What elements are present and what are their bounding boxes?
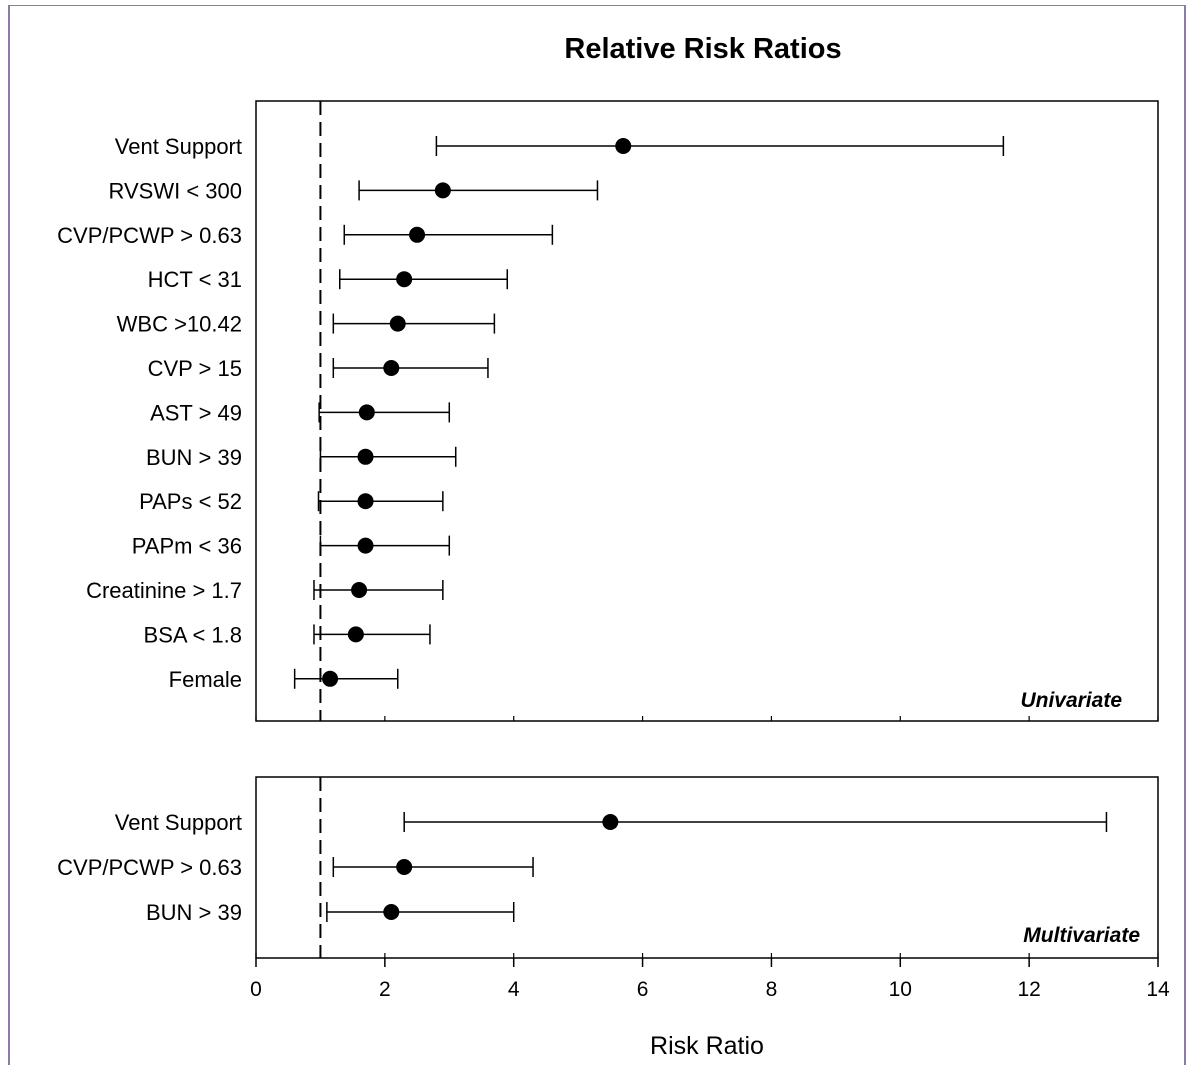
univariate-point-estimate — [358, 404, 375, 421]
univariate-row-label: WBC >10.42 — [117, 312, 242, 337]
chart-title: Relative Risk Ratios — [564, 33, 841, 65]
figure-frame — [8, 5, 1186, 1065]
univariate-point-estimate — [434, 182, 451, 199]
univariate-row-label: Female — [169, 667, 242, 692]
univariate-row-label: BSA < 1.8 — [144, 622, 242, 647]
univariate-row-label: AST > 49 — [150, 400, 242, 425]
univariate-point-estimate — [615, 138, 632, 154]
univariate-row-label: Vent Support — [115, 134, 242, 159]
multivariate-panel-label: Multivariate — [1023, 924, 1140, 947]
univariate-row-label: PAPs < 52 — [139, 489, 242, 514]
x-axis-tick-label: 10 — [889, 978, 912, 1001]
multivariate-row-label: BUN > 39 — [146, 900, 242, 925]
univariate-point-estimate — [347, 626, 364, 643]
univariate-point-estimate — [351, 582, 368, 598]
univariate-row-label: PAPm < 36 — [132, 534, 242, 559]
x-axis-tick-label: 4 — [508, 978, 520, 1001]
multivariate-point-estimate — [396, 859, 413, 875]
x-axis-tick-label: 12 — [1017, 978, 1040, 1001]
univariate-point-estimate — [383, 360, 400, 376]
x-axis-tick-label: 8 — [766, 978, 778, 1001]
plot-layer: Vent Support RVSWI < 300 CVP/PCWP > 0.63 HC… — [57, 100, 1170, 1001]
univariate-point-estimate — [389, 315, 406, 332]
x-axis-tick-label: 14 — [1146, 978, 1170, 1001]
univariate-point-estimate — [357, 448, 374, 465]
multivariate-row-label: CVP/PCWP > 0.63 — [57, 855, 242, 880]
univariate-row-label: CVP > 15 — [148, 356, 242, 381]
univariate-row-label: RVSWI < 300 — [109, 178, 243, 203]
x-axis-tick-label: 6 — [637, 978, 649, 1001]
univariate-panel-label: Univariate — [1020, 689, 1122, 712]
multivariate-panel-frame — [255, 776, 1159, 959]
univariate-row-label: CVP/PCWP > 0.63 — [57, 223, 242, 248]
univariate-row-label: BUN > 39 — [146, 445, 242, 470]
univariate-point-estimate — [409, 226, 426, 243]
univariate-row-label: HCT < 31 — [148, 267, 242, 292]
x-axis-tick-label: 2 — [379, 978, 391, 1001]
univariate-point-estimate — [357, 493, 374, 510]
multivariate-row-label: Vent Support — [115, 810, 242, 835]
multivariate-point-estimate — [383, 904, 400, 920]
univariate-point-estimate — [357, 537, 374, 554]
univariate-point-estimate — [396, 271, 413, 288]
univariate-row-label: Creatinine > 1.7 — [86, 578, 242, 603]
univariate-panel-frame — [255, 100, 1159, 722]
x-axis-tick-label: 0 — [250, 978, 262, 1001]
multivariate-point-estimate — [602, 814, 619, 830]
x-axis-title: Risk Ratio — [650, 1032, 764, 1060]
univariate-point-estimate — [322, 670, 339, 687]
